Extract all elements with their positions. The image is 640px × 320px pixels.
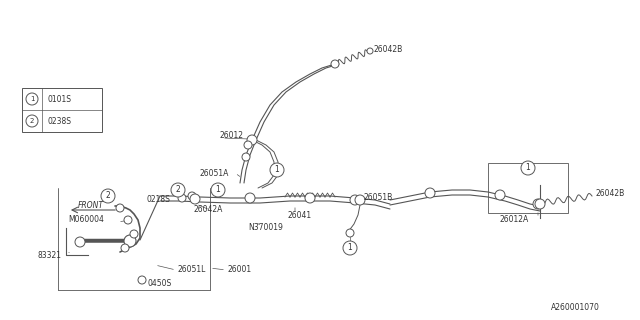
Circle shape bbox=[178, 194, 186, 202]
Text: 1: 1 bbox=[29, 96, 35, 102]
Circle shape bbox=[171, 183, 185, 197]
Text: 26051L: 26051L bbox=[178, 266, 206, 275]
Circle shape bbox=[121, 244, 129, 252]
Circle shape bbox=[247, 135, 257, 145]
Text: 2: 2 bbox=[175, 186, 180, 195]
Text: 83321: 83321 bbox=[38, 251, 62, 260]
Circle shape bbox=[190, 194, 200, 204]
Circle shape bbox=[343, 241, 357, 255]
Circle shape bbox=[130, 230, 138, 238]
Circle shape bbox=[495, 190, 505, 200]
Circle shape bbox=[116, 204, 124, 212]
Circle shape bbox=[533, 199, 543, 209]
Text: 1: 1 bbox=[525, 164, 531, 172]
Text: 26042B: 26042B bbox=[374, 44, 403, 53]
Text: 1: 1 bbox=[275, 165, 280, 174]
Text: 1: 1 bbox=[348, 244, 353, 252]
Circle shape bbox=[305, 193, 315, 203]
Bar bbox=[22, 88, 102, 132]
Text: 26051A: 26051A bbox=[200, 169, 229, 178]
Circle shape bbox=[101, 189, 115, 203]
Circle shape bbox=[355, 195, 365, 205]
Circle shape bbox=[521, 161, 535, 175]
Text: 2: 2 bbox=[106, 191, 110, 201]
Text: M060004: M060004 bbox=[68, 215, 104, 225]
Text: 26042A: 26042A bbox=[193, 205, 222, 214]
Text: 26051B: 26051B bbox=[363, 194, 392, 203]
Text: 26012: 26012 bbox=[220, 132, 244, 140]
Circle shape bbox=[535, 199, 545, 209]
Text: FRONT: FRONT bbox=[78, 201, 104, 210]
Circle shape bbox=[425, 188, 435, 198]
Circle shape bbox=[124, 235, 136, 247]
Circle shape bbox=[350, 195, 360, 205]
Circle shape bbox=[75, 237, 85, 247]
Circle shape bbox=[124, 216, 132, 224]
Text: 0218S: 0218S bbox=[146, 196, 170, 204]
Text: A260001070: A260001070 bbox=[551, 303, 600, 313]
Circle shape bbox=[188, 192, 196, 200]
Circle shape bbox=[346, 229, 354, 237]
Circle shape bbox=[211, 183, 225, 197]
Circle shape bbox=[244, 141, 252, 149]
Text: 26041: 26041 bbox=[288, 212, 312, 220]
Circle shape bbox=[245, 193, 255, 203]
Text: 0238S: 0238S bbox=[47, 116, 71, 125]
Text: 0101S: 0101S bbox=[47, 94, 71, 103]
Circle shape bbox=[242, 153, 250, 161]
Circle shape bbox=[367, 48, 373, 54]
Text: N370019: N370019 bbox=[248, 223, 283, 233]
Text: 26001: 26001 bbox=[228, 266, 252, 275]
Circle shape bbox=[331, 60, 339, 68]
Circle shape bbox=[26, 93, 38, 105]
Text: 0450S: 0450S bbox=[148, 279, 172, 289]
Circle shape bbox=[270, 163, 284, 177]
Circle shape bbox=[138, 276, 146, 284]
Text: 26042B: 26042B bbox=[596, 189, 625, 198]
Text: 26012A: 26012A bbox=[500, 215, 529, 225]
Circle shape bbox=[26, 115, 38, 127]
Bar bbox=[488, 163, 568, 213]
Text: 2: 2 bbox=[30, 118, 34, 124]
Text: 1: 1 bbox=[216, 186, 220, 195]
